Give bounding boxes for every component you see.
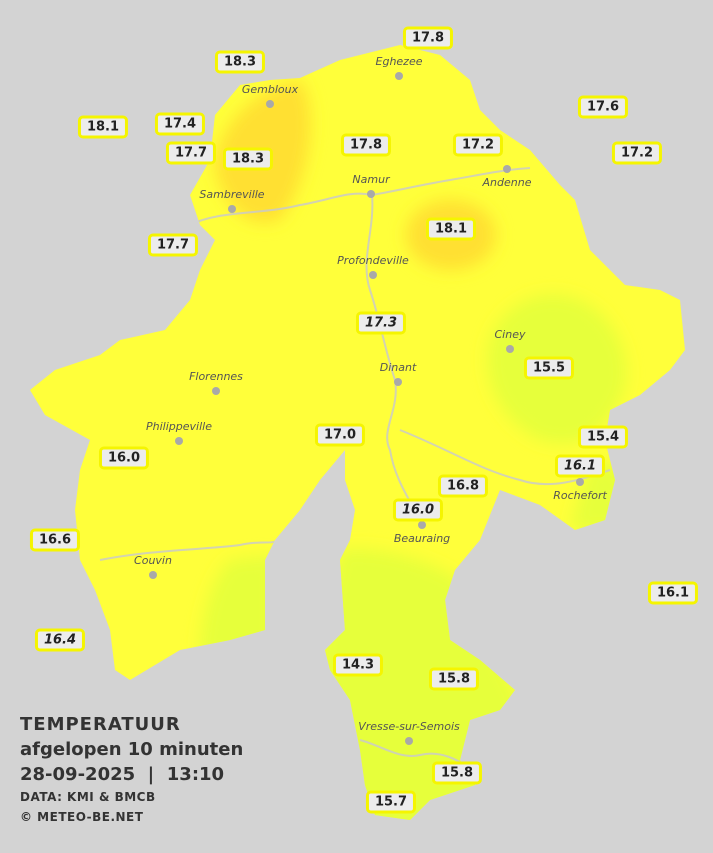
city-label: Sambreville [199,188,265,201]
city-marker [212,387,220,395]
city-marker [266,100,274,108]
river-semois [359,739,471,771]
city-label: Andenne [482,176,532,189]
city-label: Profondeville [337,254,409,267]
city-label: Vresse-sur-Semois [358,720,460,733]
city-label: Couvin [134,554,172,567]
city-marker [149,571,157,579]
city-marker [369,271,377,279]
temperature-badge: 16.1 [554,454,606,478]
legend-title: TEMPERATUUR [20,714,181,735]
temperature-badge: 16.0 [392,498,444,522]
temperature-badge: 18.3 [214,50,266,74]
city-label: Beauraing [393,532,451,545]
city-marker [506,345,514,353]
city-marker [175,437,183,445]
temperature-badge: 17.3 [355,311,407,335]
temperature-badge: 18.1 [425,217,477,241]
city-label: Eghezee [375,55,423,68]
temperature-badge: 17.7 [165,141,217,165]
river-viroin [99,539,281,561]
city-label: Rochefort [553,489,607,502]
temperature-badge: 14.3 [332,653,384,677]
city-label: Namur [352,173,390,186]
temperature-badge: 17.2 [452,133,504,157]
temperature-badge: 17.8 [402,26,454,50]
city-label: Dinant [379,361,417,374]
city-label: Ciney [494,328,526,341]
temperature-badge: 17.2 [611,141,663,165]
map-legend: TEMPERATUUR afgelopen 10 minuten 28-09-2… [20,712,243,827]
city-label: Gembloux [241,83,299,96]
temperature-badge: 16.1 [647,581,699,605]
temperature-badge: 15.5 [523,356,575,380]
temperature-badge: 16.4 [34,628,86,652]
temperature-badge: 15.7 [365,790,417,814]
temperature-badge: 17.4 [154,112,206,136]
temperature-badge: 16.0 [98,446,150,470]
temperature-badge: 15.4 [577,425,629,449]
legend-subtitle: afgelopen 10 minuten [20,739,244,760]
city-marker [394,378,402,386]
legend-copyright: © METEO-BE.NET [20,810,144,824]
city-label: Florennes [189,370,243,383]
temperature-badge: 15.8 [428,667,480,691]
city-label: Philippeville [146,420,212,433]
cool-zone-south [320,549,520,820]
temperature-badge: 18.1 [77,115,129,139]
temperature-badge: 17.6 [577,95,629,119]
city-marker [395,72,403,80]
legend-datetime: 28-09-2025 | 13:10 [20,764,225,785]
temperature-badge: 16.6 [29,528,81,552]
temperature-badge: 16.8 [437,474,489,498]
temperature-badge: 18.3 [222,147,274,171]
temperature-badge: 17.8 [340,133,392,157]
city-marker [576,478,584,486]
city-marker [405,737,413,745]
legend-source: DATA: KMI & BMCB [20,790,156,804]
city-marker [367,190,375,198]
temperature-badge: 17.7 [147,233,199,257]
city-marker [228,205,236,213]
temperature-badge: 15.8 [431,761,483,785]
city-marker [418,521,426,529]
city-marker [503,165,511,173]
temperature-badge: 17.0 [314,423,366,447]
